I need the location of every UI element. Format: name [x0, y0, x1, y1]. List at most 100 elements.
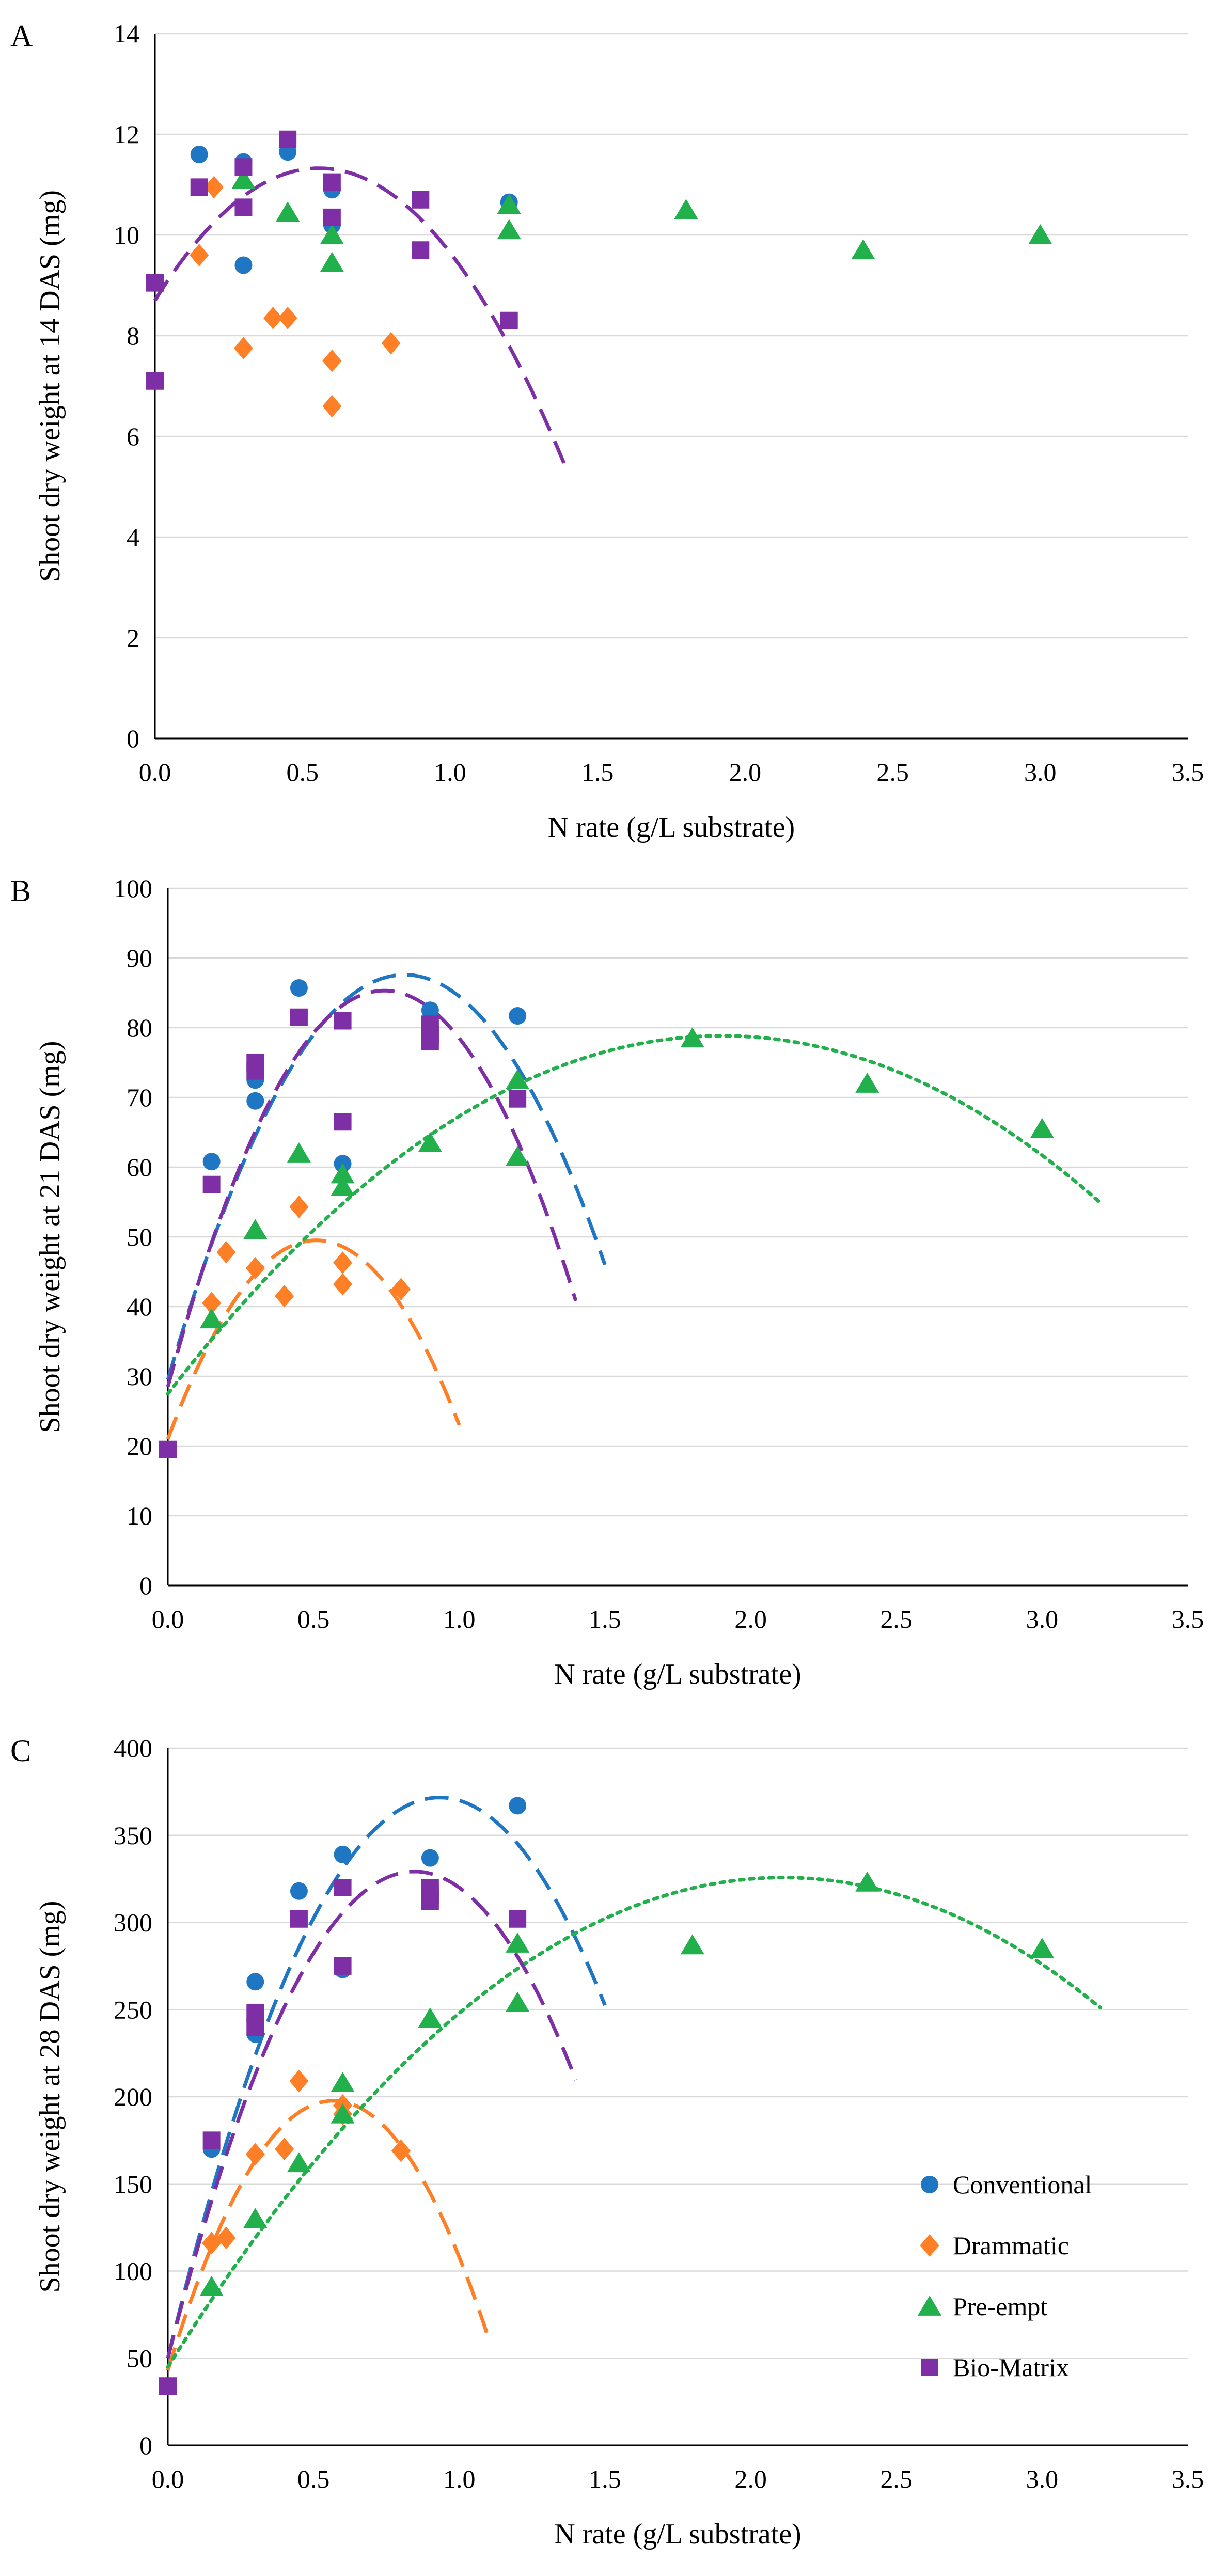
- y-tick-label: 0: [127, 724, 139, 753]
- data-point-pre-empt: [506, 1145, 530, 1166]
- fit-curve-pre-empt: [166, 1034, 1103, 1396]
- y-tick-label: 150: [114, 2170, 152, 2198]
- data-point-conventional: [202, 1153, 221, 1171]
- data-point-pre-empt: [674, 199, 698, 219]
- data-point-bio-matrix: [234, 158, 253, 176]
- data-point-bio-matrix: [421, 1026, 439, 1044]
- x-tick-label: 1.5: [581, 758, 614, 787]
- x-tick-label: 2.5: [876, 758, 909, 787]
- data-point-bio-matrix: [323, 208, 341, 226]
- data-point-bio-matrix: [190, 178, 208, 196]
- legend-entry-conventional: Conventional: [921, 2170, 1092, 2199]
- data-point-pre-empt: [506, 1933, 530, 1953]
- y-tick-label: 0: [139, 2431, 152, 2460]
- x-tick-label: 2.5: [880, 1605, 913, 1633]
- x-tick-label: 1.0: [443, 1605, 476, 1633]
- series-bio-matrix: [159, 1008, 527, 1458]
- data-point-bio-matrix: [412, 191, 430, 209]
- data-point-bio-matrix: [290, 1910, 308, 1928]
- y-tick-label: 400: [114, 1734, 152, 1763]
- data-point-bio-matrix: [334, 1879, 352, 1896]
- x-tick-label: 3.5: [1172, 1605, 1204, 1633]
- y-tick-label: 30: [127, 1362, 152, 1391]
- legend-marker-bio-matrix: [921, 2359, 938, 2376]
- legend-label: Drammatic: [953, 2231, 1069, 2260]
- data-point-conventional: [421, 1849, 439, 1867]
- data-point-pre-empt: [418, 1132, 442, 1152]
- legend-label: Conventional: [953, 2170, 1092, 2199]
- y-tick-label: 20: [127, 1432, 152, 1460]
- legend-marker-pre-empt: [917, 2296, 942, 2316]
- data-point-bio-matrix: [159, 2377, 177, 2395]
- y-tick-label: 50: [127, 1222, 152, 1251]
- data-point-drammatic: [190, 244, 209, 266]
- data-point-pre-empt: [680, 1934, 704, 1955]
- data-point-bio-matrix: [159, 1440, 177, 1458]
- data-point-bio-matrix: [202, 2131, 221, 2149]
- data-point-pre-empt: [331, 2072, 355, 2092]
- data-point-drammatic: [275, 1284, 294, 1308]
- y-tick-label: 10: [127, 1501, 152, 1530]
- y-tick-label: 40: [127, 1292, 152, 1321]
- legend-marker-drammatic: [920, 2234, 939, 2257]
- data-point-pre-empt: [231, 168, 256, 189]
- data-point-pre-empt: [1030, 1938, 1054, 1958]
- y-axis-label: Shoot dry weight at 21 DAS (mg): [34, 1041, 66, 1433]
- data-point-bio-matrix: [412, 241, 430, 259]
- data-point-pre-empt: [199, 1308, 224, 1329]
- y-tick-label: 12: [114, 120, 139, 149]
- data-point-pre-empt: [243, 1219, 268, 1239]
- data-point-bio-matrix: [509, 1910, 527, 1928]
- data-point-drammatic: [204, 176, 224, 199]
- data-point-drammatic: [381, 332, 401, 355]
- data-point-pre-empt: [506, 1069, 530, 1090]
- data-point-conventional: [290, 1882, 308, 1900]
- x-tick-label: 3.0: [1026, 2464, 1059, 2493]
- series-pre-empt: [199, 1871, 1054, 2296]
- panel-label: A: [10, 19, 33, 53]
- data-point-bio-matrix: [334, 1012, 352, 1030]
- data-point-pre-empt: [320, 224, 344, 244]
- y-tick-label: 300: [114, 1908, 152, 1937]
- x-tick-label: 0.5: [286, 758, 319, 787]
- y-axis-label: Shoot dry weight at 28 DAS (mg): [34, 1900, 66, 2292]
- data-point-bio-matrix: [421, 1886, 439, 1904]
- data-point-pre-empt: [1030, 1118, 1054, 1138]
- data-point-drammatic: [263, 307, 283, 329]
- data-point-drammatic: [289, 1196, 309, 1218]
- fit-curve-bio-matrix: [166, 1870, 578, 2359]
- data-point-pre-empt: [243, 2208, 268, 2228]
- legend-entry-drammatic: Drammatic: [920, 2231, 1069, 2260]
- data-point-bio-matrix: [246, 1054, 264, 1072]
- legend-marker-conventional: [921, 2176, 938, 2193]
- x-tick-label: 2.0: [729, 758, 762, 787]
- y-tick-label: 10: [114, 221, 139, 249]
- legend-label: Bio-Matrix: [953, 2353, 1069, 2382]
- data-point-pre-empt: [331, 1175, 355, 1196]
- x-tick-label: 1.0: [443, 2464, 476, 2493]
- y-tick-label: 2: [127, 623, 139, 652]
- series-bio-matrix: [159, 1879, 527, 2395]
- y-tick-label: 100: [114, 2257, 152, 2286]
- data-point-drammatic: [333, 1251, 353, 1274]
- y-tick-label: 14: [114, 19, 139, 48]
- data-point-pre-empt: [331, 2103, 355, 2124]
- data-point-pre-empt: [855, 1871, 879, 1892]
- y-tick-label: 250: [114, 1995, 152, 2024]
- data-point-pre-empt: [1028, 224, 1052, 244]
- data-point-pre-empt: [497, 219, 521, 240]
- panel-c: 0 50 100 150 200 250 300 350 400 0.0 0.5 1.0 1.5 2.0 2…: [10, 1734, 1204, 2550]
- data-point-pre-empt: [855, 1073, 879, 1093]
- data-point-drammatic: [322, 395, 342, 418]
- legend: Conventional Drammatic Pre-empt Bio-Matrix: [917, 2170, 1092, 2382]
- data-point-conventional: [246, 1973, 264, 1991]
- series-drammatic: [202, 2069, 411, 2255]
- data-point-pre-empt: [851, 239, 875, 260]
- x-tick-label: 0.0: [139, 758, 171, 787]
- data-point-bio-matrix: [246, 2018, 264, 2036]
- data-point-pre-empt: [497, 194, 521, 214]
- y-tick-label: 350: [114, 1821, 152, 1850]
- fit-curve-pre-empt: [166, 1875, 1103, 2369]
- data-point-pre-empt: [506, 1991, 530, 2012]
